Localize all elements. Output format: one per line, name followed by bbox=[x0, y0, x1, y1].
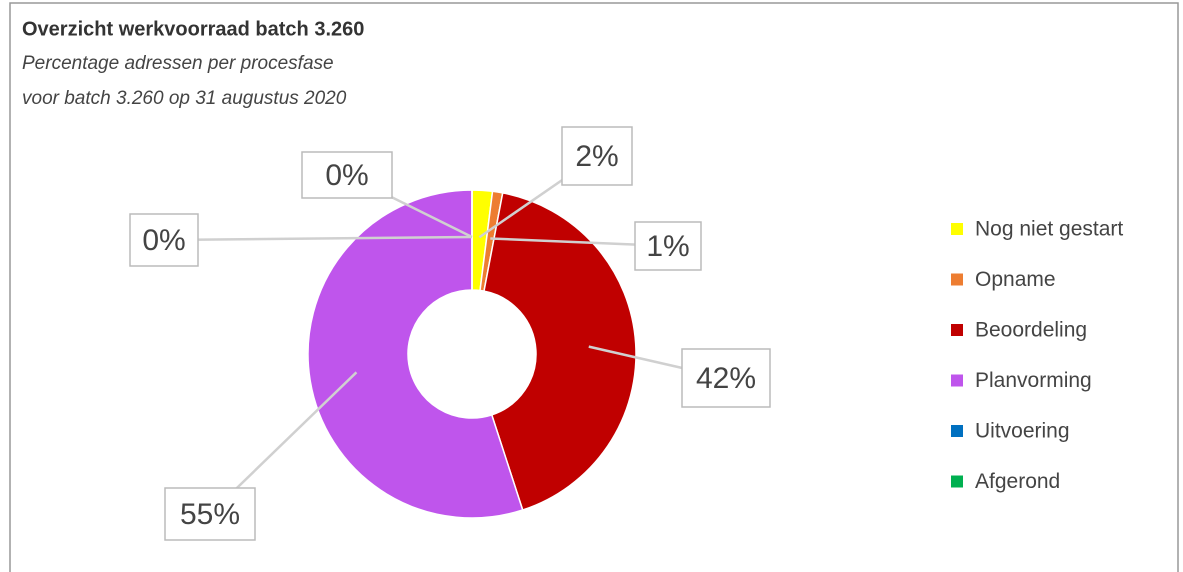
leader-line bbox=[163, 235, 473, 242]
chart-title: Overzicht werkvoorraad batch 3.260 bbox=[22, 18, 364, 40]
data-label: 0% bbox=[325, 159, 368, 192]
label-box bbox=[561, 126, 633, 186]
legend-label: Afgerond bbox=[975, 470, 1060, 493]
donut-slice bbox=[307, 189, 524, 519]
data-label: 42% bbox=[696, 362, 756, 395]
data-label: 2% bbox=[575, 140, 618, 173]
label-box bbox=[681, 348, 771, 408]
label-box bbox=[301, 151, 393, 199]
legend-label: Opname bbox=[975, 268, 1056, 291]
legend-swatch bbox=[951, 273, 963, 286]
data-label: 55% bbox=[180, 498, 240, 531]
chart-subtitle: voor batch 3.260 op 31 augustus 2020 bbox=[22, 88, 347, 109]
label-box bbox=[634, 221, 702, 271]
legend-label: Uitvoering bbox=[975, 420, 1070, 443]
data-label: 0% bbox=[142, 224, 185, 257]
label-box bbox=[129, 213, 199, 267]
legend-label: Planvorming bbox=[975, 369, 1092, 392]
legend-swatch bbox=[951, 324, 963, 336]
legend-label: Beoordeling bbox=[975, 319, 1087, 342]
legend-swatch bbox=[951, 374, 963, 387]
legend-label: Nog niet gestart bbox=[975, 218, 1123, 241]
chart-frame bbox=[9, 2, 1179, 572]
data-label: 1% bbox=[646, 230, 689, 263]
legend-swatch bbox=[951, 223, 963, 235]
donut-slice bbox=[483, 192, 637, 511]
chart-subtitle: Percentage adressen per procesfase bbox=[22, 53, 334, 74]
legend-swatch bbox=[951, 475, 963, 488]
legend-swatch bbox=[951, 425, 963, 437]
label-box bbox=[164, 487, 256, 541]
